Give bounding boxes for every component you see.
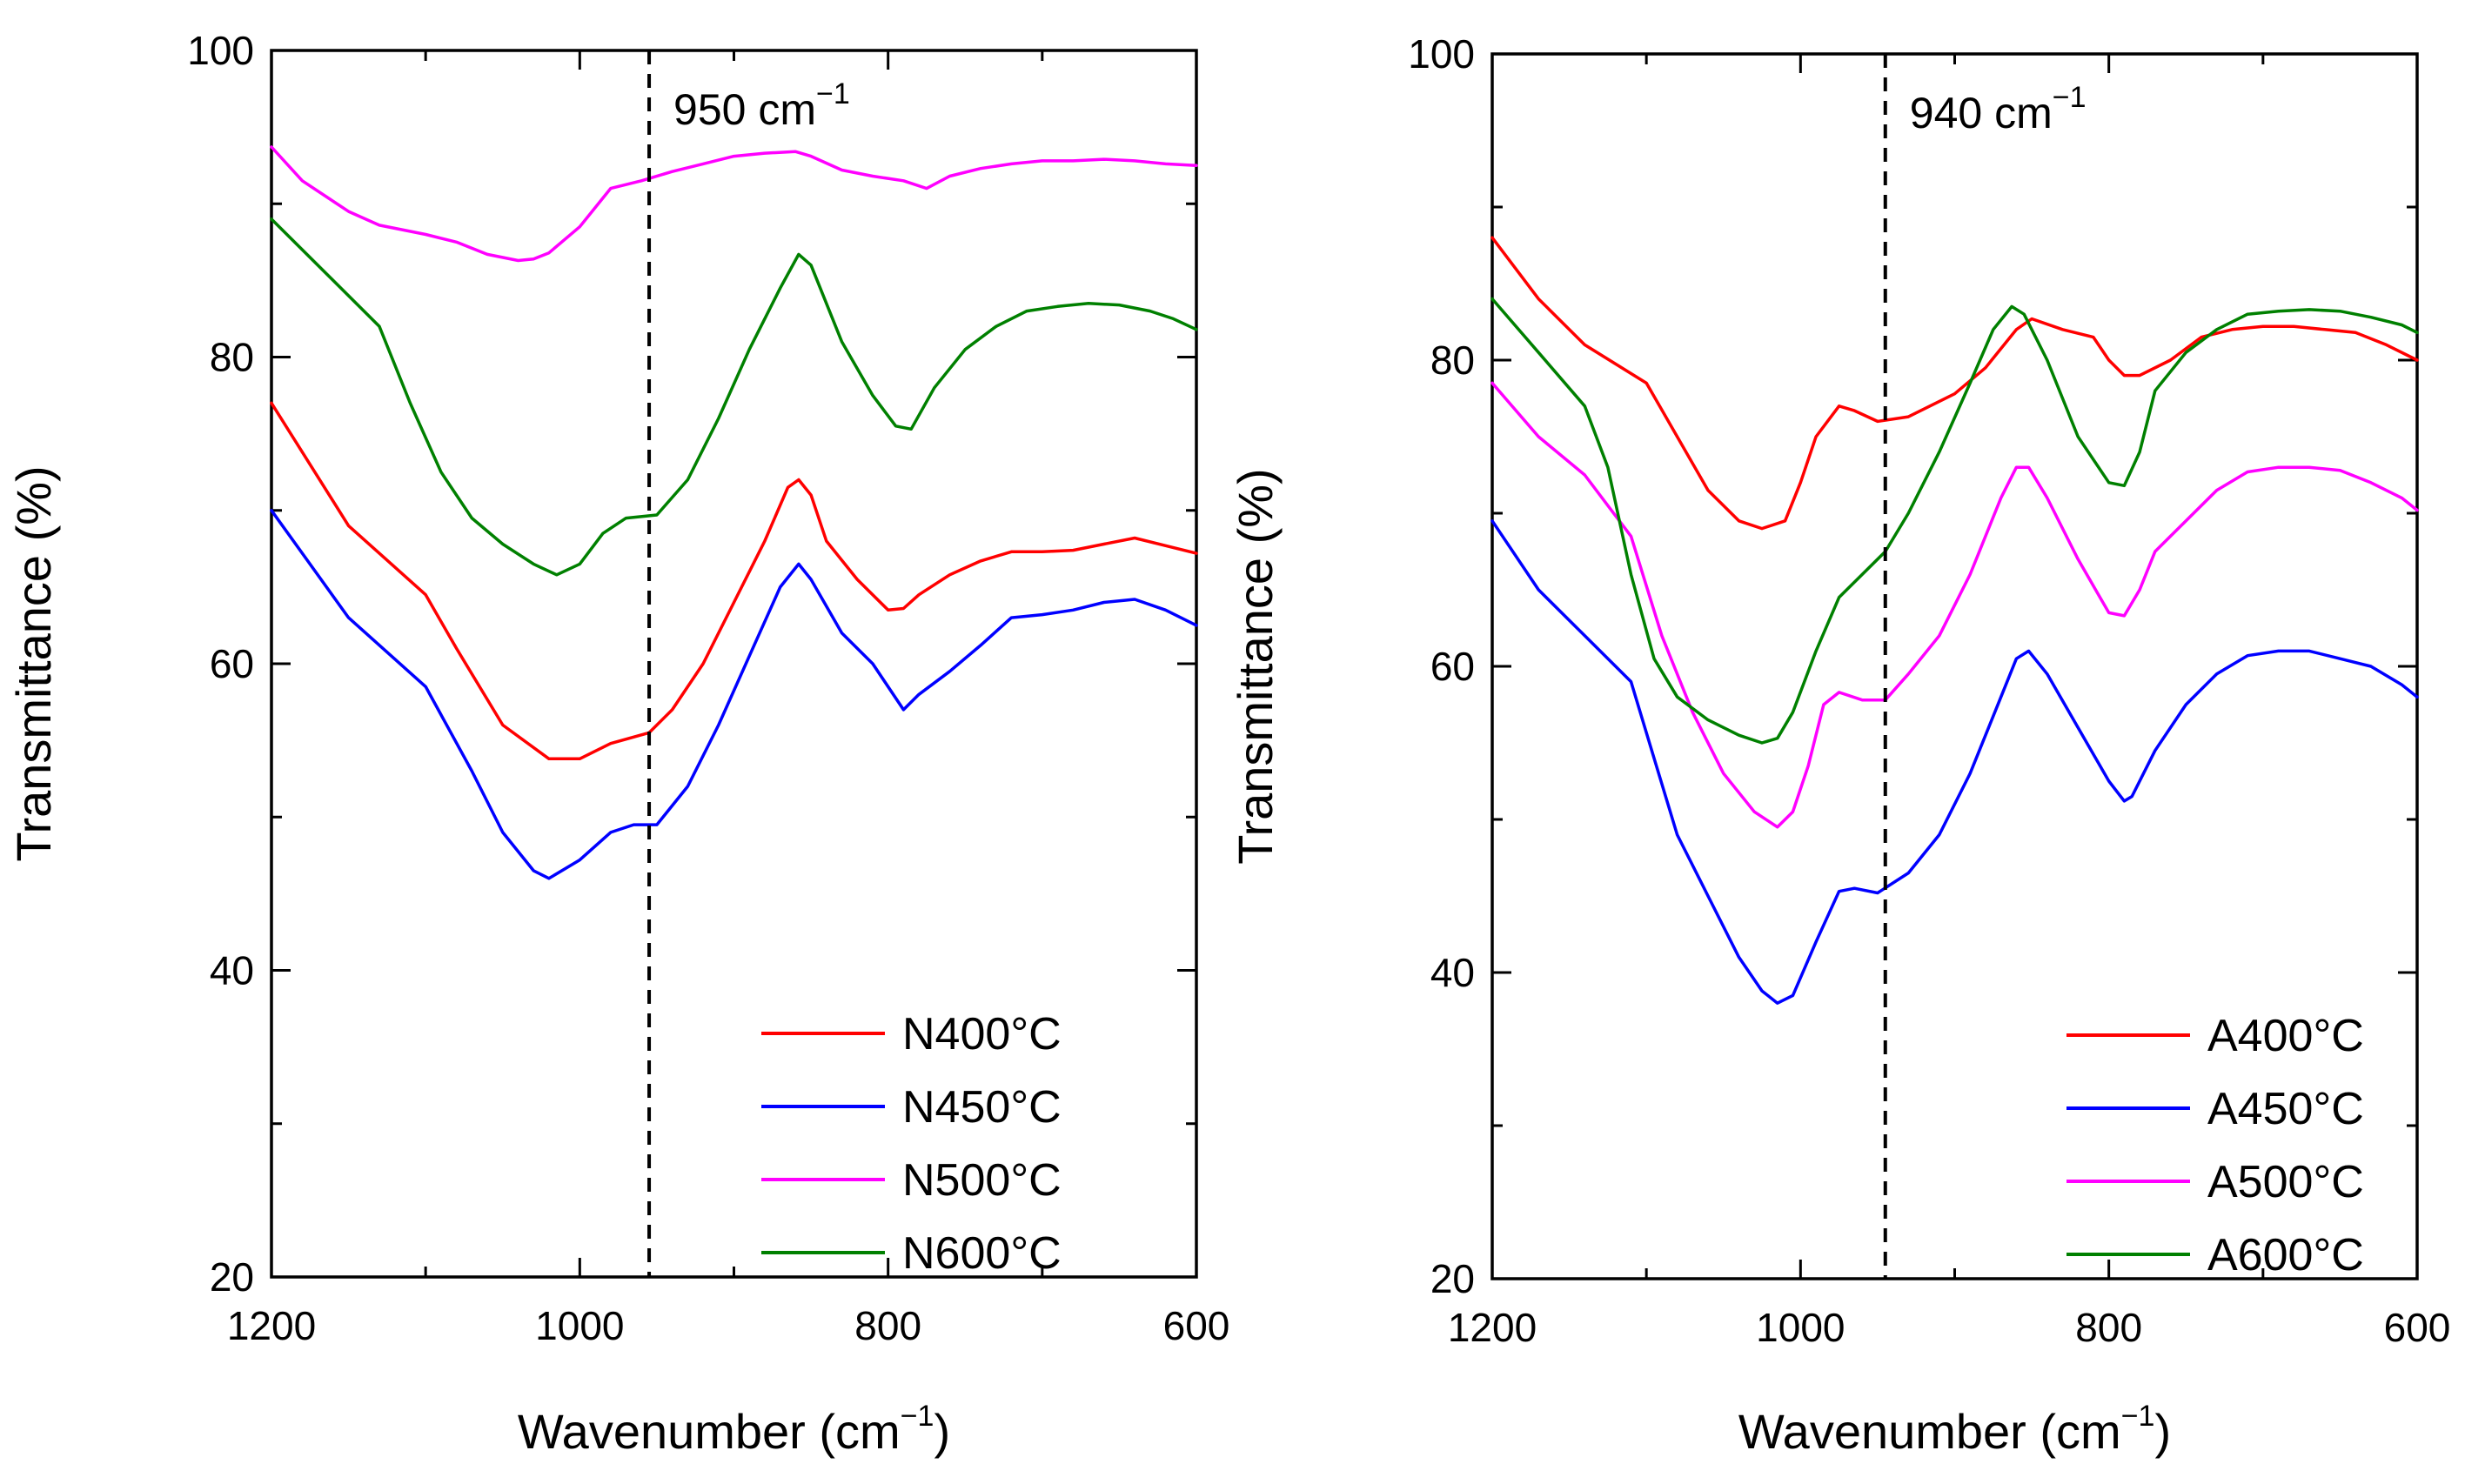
x-tick-label: 600 <box>1163 1303 1230 1348</box>
legend-label: A500°C <box>2207 1157 2364 1207</box>
y-axis-title: Transmittance (%) <box>1228 468 1283 864</box>
series-line-a450c <box>1490 519 2419 1005</box>
y-tick-label: 100 <box>1408 31 1475 77</box>
legend-label: A600°C <box>2207 1230 2364 1280</box>
y-tick-label: 80 <box>1430 338 1475 383</box>
y-tick-label: 20 <box>210 1254 254 1300</box>
series-line-n450c <box>270 509 1198 880</box>
legend-label: N500°C <box>902 1155 1062 1206</box>
x-axis-title: Wavenumber (cm−1) <box>1738 1400 2171 1459</box>
x-axis-title: Wavenumber (cm−1) <box>518 1400 950 1459</box>
x-tick-label: 1200 <box>227 1303 316 1348</box>
y-tick-label: 60 <box>210 641 254 686</box>
series-line-n500c <box>270 145 1198 263</box>
y-tick-label: 40 <box>1430 950 1475 995</box>
series-line-n600c <box>270 217 1198 577</box>
legend-label: N450°C <box>902 1082 1062 1133</box>
legend-label: A450°C <box>2207 1084 2364 1134</box>
series-line-a500c <box>1490 381 2419 829</box>
x-tick-label: 800 <box>2075 1305 2142 1350</box>
x-tick-label: 1000 <box>1756 1305 1845 1350</box>
y-axis-title: Transmittance (%) <box>6 465 61 861</box>
legend-label: A400°C <box>2207 1011 2364 1061</box>
y-tick-label: 100 <box>187 28 254 73</box>
chart-panel-n: 1200 1000 800 600 20 40 60 80 100 Wavenumber (cm−… <box>6 28 1229 1459</box>
y-tick-label: 60 <box>1430 644 1475 689</box>
series-line-a600c <box>1490 297 2419 745</box>
chart-panel-a: 1200 1000 800 600 20 40 60 80 100 Wavenumber (cm−… <box>1228 31 2450 1459</box>
x-tick-label: 1000 <box>535 1303 624 1348</box>
y-tick-label: 40 <box>210 948 254 993</box>
series-line-a400c <box>1490 236 2419 531</box>
x-tick-label: 800 <box>854 1303 921 1348</box>
y-tick-label: 20 <box>1430 1256 1475 1301</box>
y-tick-label: 80 <box>210 335 254 380</box>
x-tick-label: 600 <box>2384 1305 2451 1350</box>
annotation-label: 940 cm−1 <box>1910 81 2087 137</box>
legend-label: N600°C <box>902 1228 1062 1279</box>
x-tick-label: 1200 <box>1448 1305 1537 1350</box>
annotation-label: 950 cm−1 <box>673 77 850 134</box>
legend-label: N400°C <box>902 1009 1062 1060</box>
series-line-n400c <box>270 401 1198 761</box>
